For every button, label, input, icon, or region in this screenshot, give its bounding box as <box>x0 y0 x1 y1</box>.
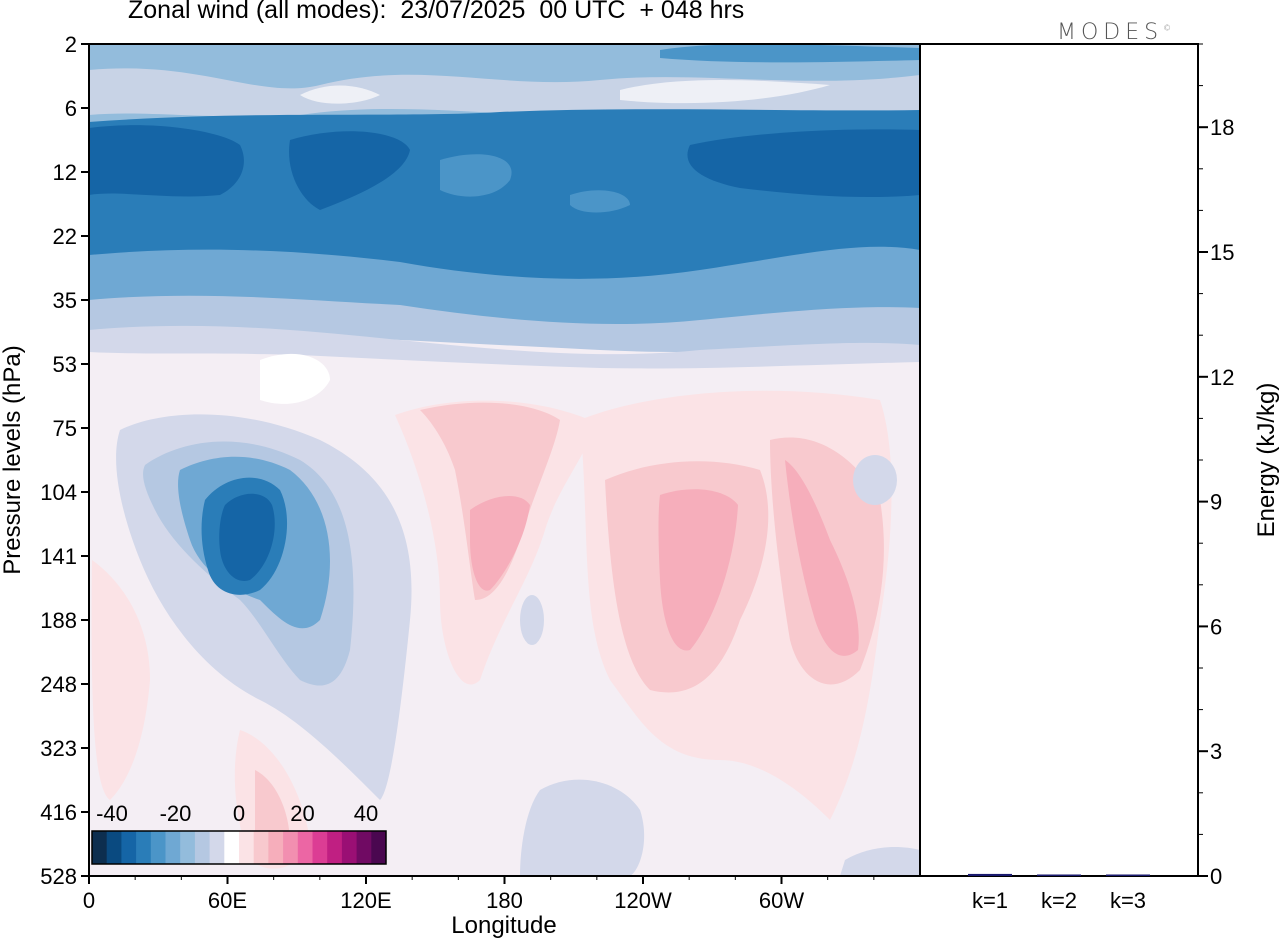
longitude-tick-label: 120E <box>340 888 391 913</box>
pressure-tick-label: 75 <box>53 416 77 441</box>
modes-logo: MODES© <box>1057 20 1171 45</box>
colorbar-frame <box>91 830 387 865</box>
pressure-tick-label: 416 <box>40 800 77 825</box>
energy-bars: k=1 k=2 k=3 <box>968 873 1150 913</box>
energy-axis: 0 3 6 9 12 15 18 <box>1198 43 1234 889</box>
colorbar-tick-label: 40 <box>354 801 378 826</box>
colorbar-swatch <box>297 831 313 864</box>
copyright-mark: © <box>1163 23 1172 33</box>
strat-lower-edge-2 <box>89 295 920 353</box>
colorbar-swatch <box>209 831 225 864</box>
colorbar-swatch <box>371 831 387 864</box>
colorbar-swatch <box>312 831 328 864</box>
small-easterly-patch <box>853 455 897 505</box>
energy-category-label: k=2 <box>1041 888 1077 913</box>
x-axis-title: Longitude <box>451 912 556 939</box>
pressure-tick-label: 35 <box>53 288 77 313</box>
strat-jet-core-1 <box>89 125 244 197</box>
strat-band-top-white <box>300 85 380 104</box>
westerly-b-core-1 <box>658 489 738 651</box>
longitude-tick-label: 180 <box>486 888 523 913</box>
energy-tick-label: 18 <box>1210 115 1234 140</box>
lower-easterly <box>520 779 645 876</box>
westerly-b-core-2 <box>785 460 859 656</box>
strat-jet-core-2 <box>289 131 410 210</box>
zonal-wind-heatmap <box>89 44 920 876</box>
colorbar-swatch <box>194 831 211 864</box>
colorbar-swatch <box>224 831 240 864</box>
strat-jet-core-3 <box>687 129 920 198</box>
colorbar-swatch <box>136 831 152 864</box>
colorbar-swatch <box>356 831 372 864</box>
transition-band <box>89 325 920 369</box>
energy-tick-label: 0 <box>1210 864 1222 889</box>
chart-title: Zonal wind (all modes): 23/07/2025 00 UT… <box>128 0 745 24</box>
easterly-core-2 <box>219 493 275 581</box>
logo-text: MODES <box>1057 20 1164 45</box>
longitude-tick-label: 60E <box>208 888 247 913</box>
longitude-tick-label: 0 <box>83 888 95 913</box>
pressure-tick-label: 528 <box>40 864 77 889</box>
colorbar: -40 -20 0 20 40 <box>91 801 387 865</box>
pressure-tick-label: 6 <box>65 96 77 121</box>
energy-axis-title: Energy (kJ/kg) <box>1253 383 1280 538</box>
pressure-tick-label: 2 <box>65 32 77 57</box>
westerly-lower-left <box>91 560 150 800</box>
strat-band-top-white-2 <box>620 80 830 104</box>
colorbar-swatch <box>341 831 358 864</box>
lower-easterly-2 <box>840 847 920 876</box>
westerly-a-core <box>470 495 530 591</box>
pressure-axis: 2 6 12 22 35 53 75 104 141 188 248 323 416 528 <box>40 32 89 889</box>
longitude-tick-label: 120W <box>614 888 672 913</box>
longitude-axis: 0 60E 120E 180 120W 60W <box>83 876 875 913</box>
pressure-tick-label: 22 <box>53 224 77 249</box>
white-patch <box>260 353 330 404</box>
energy-bar <box>1106 874 1150 876</box>
colorbar-swatch <box>165 831 181 864</box>
colorbar-tick-label: -20 <box>160 801 192 826</box>
energy-bar <box>1037 874 1081 876</box>
pressure-tick-label: 141 <box>40 544 77 569</box>
strat-jet-light-2 <box>570 190 630 213</box>
strat-jet-light-1 <box>440 154 512 197</box>
y-axis-title: Pressure levels (hPa) <box>0 345 26 574</box>
pressure-tick-label: 12 <box>53 160 77 185</box>
pressure-tick-label: 104 <box>40 480 77 505</box>
pressure-tick-label: 53 <box>53 352 77 377</box>
small-easterly-patch-2 <box>520 595 544 645</box>
pressure-tick-label: 188 <box>40 608 77 633</box>
colorbar-swatch <box>283 831 299 864</box>
colorbar-swatch <box>180 831 196 864</box>
colorbar-swatch <box>239 831 255 864</box>
colorbar-swatch <box>121 831 137 864</box>
colorbar-swatch <box>253 831 269 864</box>
colorbar-swatch <box>327 831 343 864</box>
energy-tick-label: 6 <box>1210 614 1222 639</box>
colorbar-swatch <box>92 831 108 864</box>
energy-category-label: k=1 <box>972 888 1008 913</box>
colorbar-swatch <box>106 831 122 864</box>
colorbar-tick-label: 0 <box>233 801 245 826</box>
colorbar-swatch <box>150 831 166 864</box>
pressure-tick-label: 323 <box>40 736 77 761</box>
energy-tick-label: 15 <box>1210 240 1234 265</box>
colorbar-swatch <box>268 831 284 864</box>
energy-tick-label: 12 <box>1210 365 1234 390</box>
colorbar-tick-label: 20 <box>290 801 314 826</box>
energy-bar <box>968 873 1012 876</box>
energy-tick-label: 3 <box>1210 739 1222 764</box>
strat-band-top-blue <box>660 44 920 63</box>
pressure-tick-label: 248 <box>40 672 77 697</box>
energy-panel-frame <box>919 43 1199 877</box>
longitude-tick-label: 60W <box>759 888 804 913</box>
energy-tick-label: 9 <box>1210 490 1222 515</box>
energy-category-label: k=3 <box>1110 888 1146 913</box>
colorbar-tick-label: -40 <box>96 801 128 826</box>
